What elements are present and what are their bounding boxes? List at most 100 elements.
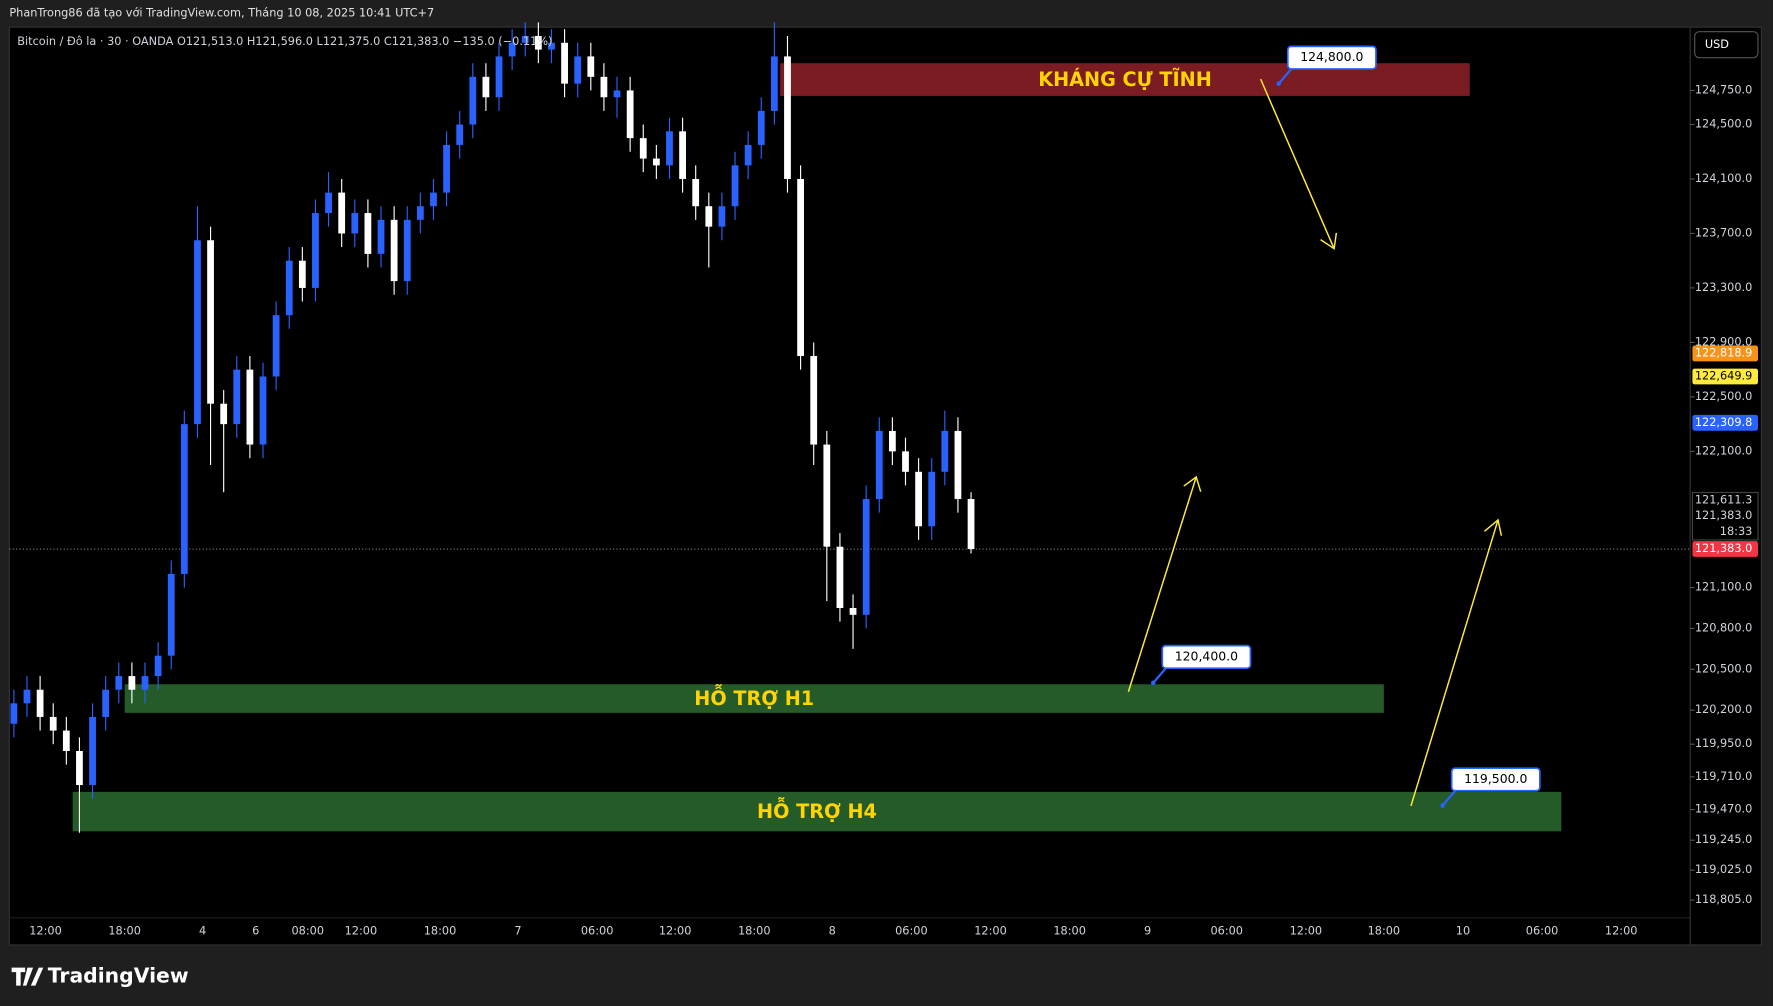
x-tick-label: 12:00 xyxy=(659,924,692,937)
candle-body xyxy=(36,689,44,717)
candle-body xyxy=(62,730,70,751)
y-tick-label: 119,710.0 xyxy=(1695,770,1753,783)
price-badge-label: 122,309.8 xyxy=(1695,416,1753,429)
logo: TradingView xyxy=(11,964,189,988)
y-tick-label: 120,200.0 xyxy=(1695,703,1753,716)
x-tick-label: 12:00 xyxy=(29,924,62,937)
x-tick-label: 8 xyxy=(829,924,836,937)
candle-body xyxy=(941,430,949,472)
currency-label: USD xyxy=(1705,38,1729,51)
y-tick-label: 119,245.0 xyxy=(1695,833,1753,846)
callout-anchor xyxy=(1440,803,1445,808)
candle-body xyxy=(102,689,110,717)
price-badge xyxy=(1692,541,1758,557)
ohlc-high: H121,596.0 xyxy=(247,35,313,48)
callout-anchor xyxy=(1150,680,1156,686)
y-tick-label: 122,500.0 xyxy=(1695,390,1753,403)
x-tick-label: 08:00 xyxy=(291,924,324,937)
header-text: PhanTrong86 đã tạo với TradingView.com, … xyxy=(9,7,434,20)
ohlc-change: −135.0 (−0.11%) xyxy=(453,35,553,48)
candle-body xyxy=(574,56,582,84)
callout-anchor xyxy=(1276,81,1281,86)
zone-label: HỖ TRỢ H4 xyxy=(757,796,877,823)
candle-body xyxy=(180,424,188,574)
x-tick-label: 7 xyxy=(514,924,521,937)
callout-label: 120,400.0 xyxy=(1175,648,1238,663)
candle-body xyxy=(115,676,123,690)
zone xyxy=(124,684,1384,713)
candle-body xyxy=(128,676,136,690)
candle-body xyxy=(154,655,162,677)
plot: 124,750.0 124,500.0 124,100.0 123,700.0 123,… xyxy=(9,22,1759,937)
candle-body xyxy=(613,90,621,98)
candle-body xyxy=(325,192,332,214)
candle-body xyxy=(469,76,477,125)
candle-body xyxy=(639,138,647,159)
x-tick-label: 4 xyxy=(199,924,206,937)
candle-body xyxy=(967,499,975,550)
candle-body xyxy=(351,213,359,234)
y-tick-label: 122,900.0 xyxy=(1695,335,1753,348)
candle-body xyxy=(731,165,739,207)
zone xyxy=(72,791,1562,832)
y-tick-label: 119,950.0 xyxy=(1695,737,1753,750)
callout-box xyxy=(1286,45,1377,70)
price-badge-label: 122,818.9 xyxy=(1695,346,1753,359)
x-tick-label: 18:00 xyxy=(738,924,771,937)
price-badge-label: 121,383.0 xyxy=(1695,542,1753,555)
candle-body xyxy=(141,676,149,690)
callout-label: 124,800.0 xyxy=(1300,49,1363,64)
candle-body xyxy=(652,158,660,166)
candle-body xyxy=(312,213,319,288)
candle-body xyxy=(364,213,372,254)
ohlc-close: C121,383.0 xyxy=(384,35,449,48)
candle-body xyxy=(849,607,857,615)
price-badge-label: 122,649.9 xyxy=(1695,369,1753,382)
countdown-label: 121,383.0 xyxy=(1695,509,1753,522)
candle-body xyxy=(954,430,962,500)
candle-body xyxy=(770,56,778,111)
candle-body xyxy=(194,240,201,425)
callout-pointer xyxy=(1152,666,1168,684)
callout-pointer xyxy=(1441,788,1458,807)
candle-body xyxy=(338,192,346,234)
x-tick-label: 12:00 xyxy=(1290,924,1323,937)
candle-body xyxy=(377,219,385,254)
callout-box xyxy=(1161,644,1252,670)
candle-body xyxy=(49,716,57,731)
x-tick-label: 06:00 xyxy=(1526,924,1559,937)
countdown-box xyxy=(1691,491,1759,541)
y-tick-label: 122,100.0 xyxy=(1695,444,1753,457)
candle-body xyxy=(534,35,542,50)
y-tick-label: 123,300.0 xyxy=(1695,281,1753,294)
x-tick-label: 18:00 xyxy=(424,924,457,937)
x-tick-label: 6 xyxy=(252,924,259,937)
y-tick-label: 120,500.0 xyxy=(1695,662,1753,675)
candle-body xyxy=(928,471,936,527)
symbol: Bitcoin / Đô la · 30 · OANDA xyxy=(17,35,173,48)
y-tick-label: 118,805.0 xyxy=(1695,893,1753,906)
currency-button[interactable] xyxy=(1694,31,1759,59)
x-tick-label: 06:00 xyxy=(581,924,614,937)
candle-body xyxy=(548,42,555,50)
candle-body xyxy=(692,178,700,207)
candle-body xyxy=(810,356,818,445)
candle-body xyxy=(390,219,398,282)
x-tick-label: 12:00 xyxy=(974,924,1007,937)
candle-body xyxy=(875,430,883,500)
countdown-label: 18:33 xyxy=(1720,525,1753,538)
candle-body xyxy=(10,703,18,724)
candle-body xyxy=(76,750,83,786)
candle-body xyxy=(259,376,267,445)
candle-body xyxy=(784,56,791,179)
x-tick-label: 06:00 xyxy=(1210,924,1243,937)
candle-body xyxy=(456,124,464,145)
candle-body xyxy=(220,403,228,425)
callout-label: 119,500.0 xyxy=(1464,771,1527,786)
price-badge xyxy=(1692,414,1758,431)
candle-body xyxy=(626,90,634,139)
x-tick-label: 18:00 xyxy=(1053,924,1086,937)
candle-body xyxy=(823,444,831,547)
candle-body xyxy=(167,573,175,656)
candle-body xyxy=(679,131,686,179)
